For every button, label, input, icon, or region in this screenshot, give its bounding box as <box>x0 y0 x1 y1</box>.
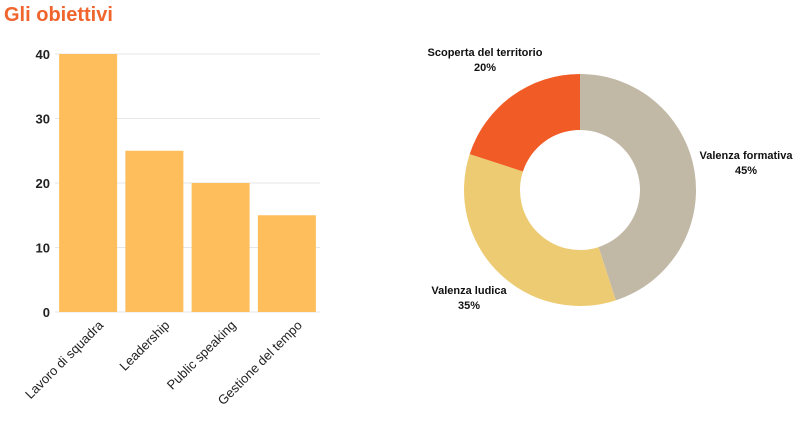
y-tick-label: 40 <box>36 47 50 62</box>
donut-slice <box>464 154 616 306</box>
slice-value-label: 35% <box>458 300 480 312</box>
slice-label: Valenza formativa <box>700 150 794 162</box>
page-title: Gli obiettivi <box>4 4 113 26</box>
bar <box>125 150 184 312</box>
y-tick-label: 20 <box>36 176 50 191</box>
donut-slice <box>580 74 696 301</box>
y-tick-label: 30 <box>36 112 50 127</box>
bar <box>257 215 316 312</box>
y-tick-label: 10 <box>36 241 50 256</box>
donut-slice <box>469 74 580 172</box>
slice-value-label: 45% <box>735 165 757 177</box>
slice-value-label: 20% <box>474 62 496 74</box>
slice-label: Valenza ludica <box>431 285 507 297</box>
y-tick-label: 0 <box>43 305 50 320</box>
bar <box>191 183 250 312</box>
slice-label: Scoperta del territorio <box>428 47 543 59</box>
bar <box>59 54 118 312</box>
